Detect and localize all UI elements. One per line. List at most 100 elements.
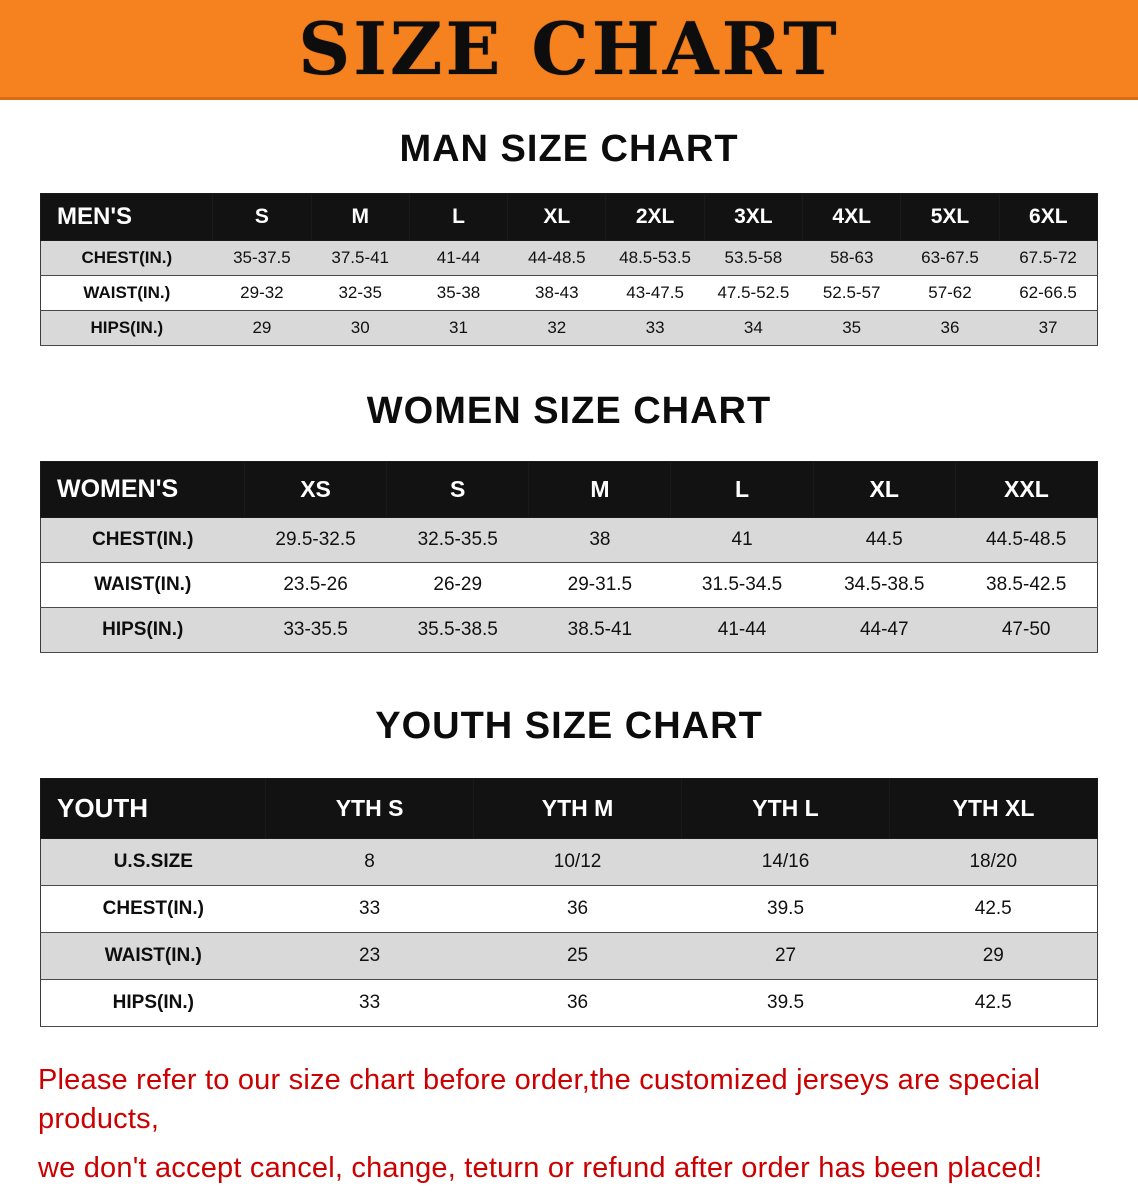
size-column-header: 4XL — [802, 193, 902, 241]
table-corner-label: YOUTH — [39, 778, 267, 839]
data-cell: 36 — [473, 979, 682, 1027]
size-column-header: XS — [243, 461, 388, 518]
youth-size-section: YOUTH SIZE CHART YOUTH YTH S YTH M YTH L YTH… — [0, 705, 1138, 1027]
data-cell: 48.5-53.5 — [605, 240, 705, 276]
data-cell: 29-31.5 — [528, 562, 671, 608]
size-column-header: M — [310, 193, 410, 241]
data-cell: 30 — [311, 310, 410, 346]
data-cell: 38.5-41 — [528, 607, 671, 653]
banner-title: SIZE CHART — [298, 6, 840, 91]
size-column-header: YTH L — [681, 778, 891, 839]
data-cell: 41 — [670, 517, 814, 563]
men-chart-heading: MAN SIZE CHART — [399, 128, 739, 170]
women-chart-heading: WOMEN SIZE CHART — [366, 390, 772, 432]
data-cell: 37.5-41 — [311, 240, 410, 276]
size-column-header: 3XL — [703, 193, 804, 241]
data-cell: 23 — [265, 932, 474, 980]
data-cell: 33 — [605, 310, 705, 346]
data-cell: 35 — [802, 310, 901, 346]
data-cell: 31 — [409, 310, 508, 346]
row-label: HIPS(IN.) — [40, 310, 213, 346]
data-cell: 34.5-38.5 — [813, 562, 956, 608]
table-row: CHEST(IN.) 29.5-32.5 32.5-35.5 38 41 44.5 44.5… — [40, 517, 1098, 563]
size-column-header: YTH S — [265, 778, 475, 839]
data-cell: 38-43 — [507, 275, 606, 311]
data-cell: 8 — [265, 838, 474, 886]
data-cell: 38 — [528, 517, 671, 563]
size-column-header: YTH M — [473, 778, 683, 839]
data-cell: 33 — [265, 885, 474, 933]
data-cell: 10/12 — [473, 838, 682, 886]
size-column-header: 2XL — [605, 193, 705, 241]
header-row: YOUTH YTH S YTH M YTH L YTH XL — [39, 778, 1098, 839]
data-cell: 38.5-42.5 — [955, 562, 1098, 608]
size-column-header: 5XL — [900, 193, 1000, 241]
men-size-section: MAN SIZE CHART MEN'S S M L XL 2XL 3XL 4XL 5XL 6XL… — [0, 128, 1138, 346]
data-cell: 57-62 — [900, 275, 1000, 311]
table-row: HIPS(IN.) 29 30 31 32 33 34 35 36 37 — [40, 310, 1098, 346]
data-cell: 27 — [681, 932, 890, 980]
data-cell: 32 — [507, 310, 606, 346]
data-cell: 29.5-32.5 — [244, 517, 387, 563]
size-column-header: XL — [812, 461, 956, 518]
data-cell: 18/20 — [889, 838, 1098, 886]
data-cell: 44-48.5 — [507, 240, 606, 276]
data-cell: 43-47.5 — [605, 275, 705, 311]
data-cell: 44-47 — [813, 607, 956, 653]
size-column-header: XL — [507, 193, 607, 241]
data-cell: 29 — [889, 932, 1098, 980]
table-row: CHEST(IN.) 35-37.5 37.5-41 41-44 44-48.5 48.5… — [40, 240, 1098, 276]
data-cell: 42.5 — [889, 885, 1098, 933]
data-cell: 39.5 — [681, 885, 890, 933]
youth-size-table: YOUTH YTH S YTH M YTH L YTH XL U.S.SIZE 8 10/12… — [39, 778, 1098, 1027]
data-cell: 29 — [212, 310, 312, 346]
data-cell: 42.5 — [889, 979, 1098, 1027]
table-corner-label: WOMEN'S — [40, 461, 245, 518]
women-size-section: WOMEN SIZE CHART WOMEN'S XS S M L XL XXL CHEST(… — [0, 390, 1138, 653]
row-label: U.S.SIZE — [40, 838, 266, 886]
data-cell: 14/16 — [681, 838, 890, 886]
women-size-table: WOMEN'S XS S M L XL XXL CHEST(IN.) 29.5-32.5 32.5… — [40, 461, 1099, 653]
data-cell: 58-63 — [802, 240, 901, 276]
data-cell: 25 — [473, 932, 682, 980]
size-column-header: L — [408, 193, 509, 241]
table-row: CHEST(IN.) 33 36 39.5 42.5 — [40, 885, 1098, 933]
row-label: CHEST(IN.) — [40, 240, 213, 276]
size-column-header: M — [528, 461, 672, 518]
data-cell: 62-66.5 — [999, 275, 1098, 311]
men-size-table: MEN'S S M L XL 2XL 3XL 4XL 5XL 6XL CHEST(IN.) 35-37… — [39, 193, 1099, 346]
data-cell: 39.5 — [681, 979, 890, 1027]
row-label: HIPS(IN.) — [40, 979, 266, 1027]
data-cell: 52.5-57 — [802, 275, 901, 311]
data-cell: 35.5-38.5 — [386, 607, 529, 653]
data-cell: 47.5-52.5 — [704, 275, 803, 311]
disclaimer: Please refer to our size chart before or… — [38, 1061, 1100, 1188]
data-cell: 53.5-58 — [704, 240, 803, 276]
data-cell: 37 — [999, 310, 1098, 346]
table-corner-label: MEN'S — [39, 193, 214, 241]
data-cell: 35-38 — [409, 275, 508, 311]
banner: SIZE CHART — [0, 0, 1138, 100]
data-cell: 32.5-35.5 — [386, 517, 529, 563]
data-cell: 31.5-34.5 — [670, 562, 814, 608]
data-cell: 36 — [900, 310, 1000, 346]
size-column-header: S — [212, 193, 312, 241]
table-row: HIPS(IN.) 33-35.5 35.5-38.5 38.5-41 41-44 44-… — [40, 607, 1098, 653]
size-column-header: L — [670, 461, 814, 518]
data-cell: 26-29 — [386, 562, 529, 608]
size-column-header: 6XL — [998, 193, 1099, 241]
row-label: CHEST(IN.) — [40, 517, 245, 563]
disclaimer-line-2: we don't accept cancel, change, teturn o… — [38, 1152, 1043, 1185]
data-cell: 29-32 — [212, 275, 312, 311]
table-row: WAIST(IN.) 23.5-26 26-29 29-31.5 31.5-34.5 34… — [40, 562, 1098, 608]
data-cell: 35-37.5 — [212, 240, 312, 276]
row-label: WAIST(IN.) — [40, 932, 266, 980]
data-cell: 33 — [265, 979, 474, 1027]
data-cell: 33-35.5 — [244, 607, 387, 653]
data-cell: 34 — [704, 310, 803, 346]
data-cell: 41-44 — [670, 607, 814, 653]
table-row: WAIST(IN.) 23 25 27 29 — [40, 932, 1098, 980]
youth-chart-heading: YOUTH SIZE CHART — [375, 705, 763, 747]
header-row: MEN'S S M L XL 2XL 3XL 4XL 5XL 6XL — [39, 193, 1099, 241]
row-label: CHEST(IN.) — [40, 885, 266, 933]
